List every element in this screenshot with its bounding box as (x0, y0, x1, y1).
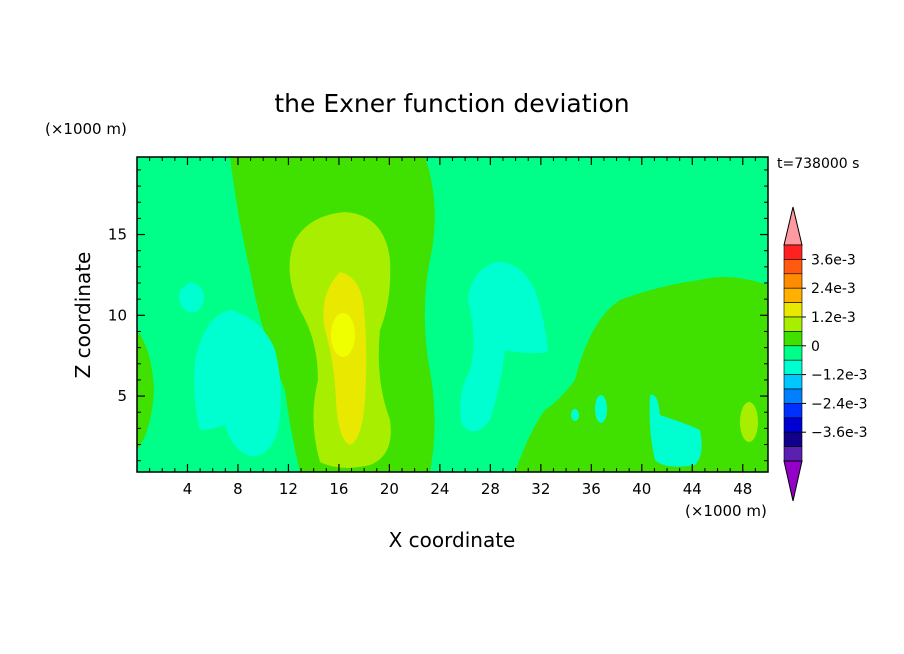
x-tick-label: 36 (582, 480, 601, 498)
colorbar-swatch (783, 417, 803, 433)
colorbar-label: −3.6e-3 (811, 425, 868, 441)
y-tick-label: 5 (117, 387, 127, 405)
colorbar-swatch (783, 244, 803, 260)
x-tick-label: 28 (481, 480, 500, 498)
colorbar-label: −1.2e-3 (811, 368, 868, 384)
colorbar-swatch (783, 345, 803, 361)
colorbar-swatch (783, 374, 803, 390)
colorbar-swatch (783, 287, 803, 303)
y-unit-label: (×1000 m) (45, 120, 127, 138)
x-tick-label: 4 (183, 480, 193, 498)
colorbar-top-arrow (783, 206, 803, 246)
colorbar-swatch (783, 331, 803, 347)
colorbar-label: 2.4e-3 (811, 281, 856, 297)
chart-title: the Exner function deviation (274, 89, 629, 118)
colorbar-swatch (783, 403, 803, 419)
x-tick-label: 24 (430, 480, 449, 498)
region-positive-high (323, 272, 367, 445)
x-tick-label: 8 (233, 480, 243, 498)
colorbar-label: −2.4e-3 (811, 396, 868, 412)
region-positive-left-edge (137, 330, 154, 450)
x-tick-label: 20 (380, 480, 399, 498)
colorbar-swatch (783, 302, 803, 318)
region-negative-small-b (571, 409, 579, 421)
contour-field (137, 157, 768, 472)
x-axis-label: X coordinate (389, 528, 516, 552)
x-tick-label: 32 (531, 480, 550, 498)
x-tick-label: 40 (632, 480, 651, 498)
x-tick-label: 12 (279, 480, 298, 498)
region-positive-small-right (740, 402, 758, 442)
colorbar-swatch (783, 273, 803, 289)
colorbar-swatch (783, 259, 803, 275)
colorbar-swatch (783, 388, 803, 404)
y-axis: 5 10 15 (108, 169, 768, 462)
y-tick-label: 10 (108, 306, 127, 324)
colorbar-bottom-arrow (783, 460, 803, 502)
region-negative-left-small (179, 282, 205, 313)
colorbar-swatch (783, 446, 803, 462)
region-positive-core (331, 313, 355, 357)
x-tick-label: 48 (733, 480, 752, 498)
x-tick-label: 44 (683, 480, 702, 498)
x-axis: 4 8 12 16 20 24 28 32 36 40 44 48 (149, 157, 756, 498)
region-negative-small-a (595, 395, 607, 423)
colorbar (783, 206, 803, 502)
colorbar-labels: 3.6e-3 2.4e-3 1.2e-3 0 −1.2e-3 −2.4e-3 −3.6e-3 (802, 252, 868, 441)
colorbar-label: 3.6e-3 (811, 252, 856, 268)
colorbar-label: 1.2e-3 (811, 310, 856, 326)
x-tick-label: 16 (329, 480, 348, 498)
colorbar-swatch (783, 316, 803, 332)
y-tick-label: 15 (108, 226, 127, 244)
region-negative-center-right (460, 261, 548, 432)
region-positive-right (515, 276, 768, 472)
colorbar-swatch (783, 359, 803, 375)
region-negative-left (194, 310, 281, 457)
colorbar-swatch (783, 431, 803, 447)
colorbar-label: 0 (811, 339, 820, 355)
time-label: t=738000 s (777, 156, 859, 172)
y-axis-label: Z coordinate (71, 252, 95, 379)
region-negative-small-c (649, 394, 702, 467)
x-unit-label: (×1000 m) (685, 502, 767, 520)
